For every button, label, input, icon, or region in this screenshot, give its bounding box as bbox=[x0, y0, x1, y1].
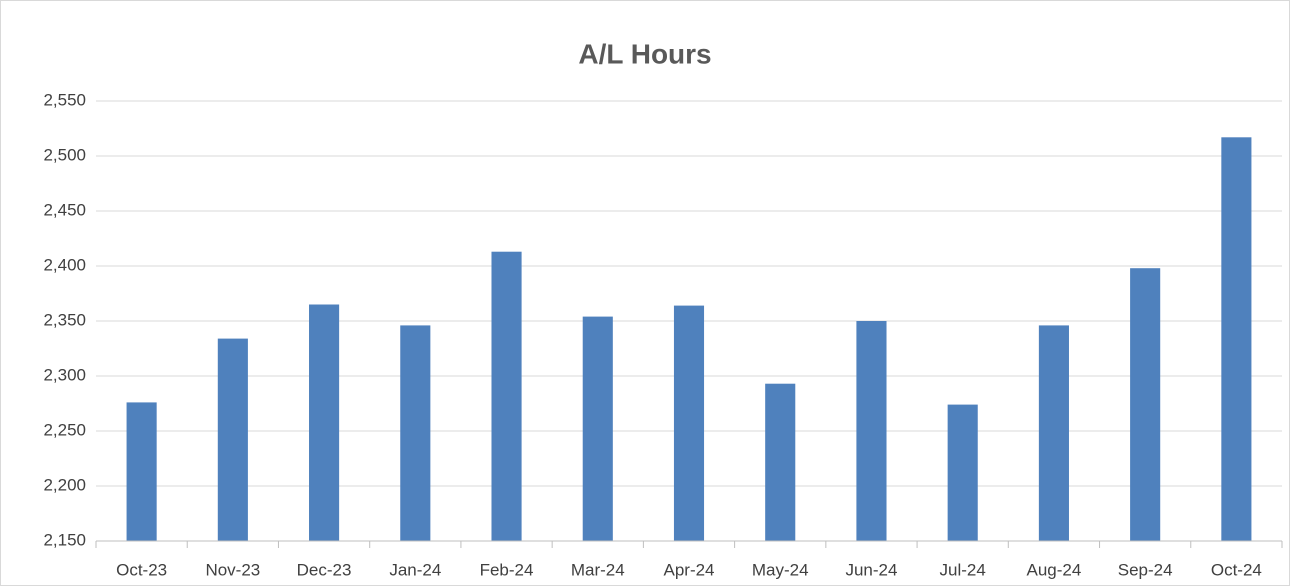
x-tick-label: Sep-24 bbox=[1118, 560, 1173, 579]
x-tick-label: Nov-23 bbox=[205, 560, 260, 579]
x-tick-label: Aug-24 bbox=[1027, 560, 1082, 579]
x-tick-label: Apr-24 bbox=[663, 560, 714, 579]
bar bbox=[582, 316, 613, 541]
bar bbox=[491, 251, 522, 541]
bar bbox=[1221, 137, 1252, 542]
y-tick-label: 2,200 bbox=[43, 475, 86, 494]
bar bbox=[673, 305, 705, 541]
y-tick-label: 2,400 bbox=[43, 255, 86, 274]
bar bbox=[309, 304, 340, 541]
bar bbox=[947, 404, 978, 541]
y-tick-label: 2,500 bbox=[43, 145, 86, 164]
bar bbox=[1038, 325, 1069, 541]
chart-title: A/L Hours bbox=[578, 38, 711, 69]
x-tick-label: Mar-24 bbox=[571, 560, 625, 579]
y-tick-label: 2,250 bbox=[43, 420, 86, 439]
y-tick-label: 2,550 bbox=[43, 90, 86, 109]
bar bbox=[1130, 268, 1161, 541]
x-tick-label: May-24 bbox=[752, 560, 809, 579]
x-tick-label: Dec-23 bbox=[297, 560, 352, 579]
bar bbox=[400, 325, 431, 541]
x-tick-label: Oct-23 bbox=[116, 560, 167, 579]
bar bbox=[126, 402, 157, 541]
bar bbox=[856, 321, 887, 541]
x-tick-label: Jan-24 bbox=[389, 560, 441, 579]
bar bbox=[765, 383, 796, 541]
x-tick-label: Jul-24 bbox=[940, 560, 986, 579]
y-tick-label: 2,350 bbox=[43, 310, 86, 329]
x-tick-label: Feb-24 bbox=[480, 560, 534, 579]
y-tick-label: 2,300 bbox=[43, 365, 86, 384]
x-tick-label: Jun-24 bbox=[845, 560, 897, 579]
x-tick-label: Oct-24 bbox=[1211, 560, 1262, 579]
bar bbox=[217, 338, 248, 541]
y-tick-label: 2,450 bbox=[43, 200, 86, 219]
y-tick-label: 2,150 bbox=[43, 530, 86, 549]
